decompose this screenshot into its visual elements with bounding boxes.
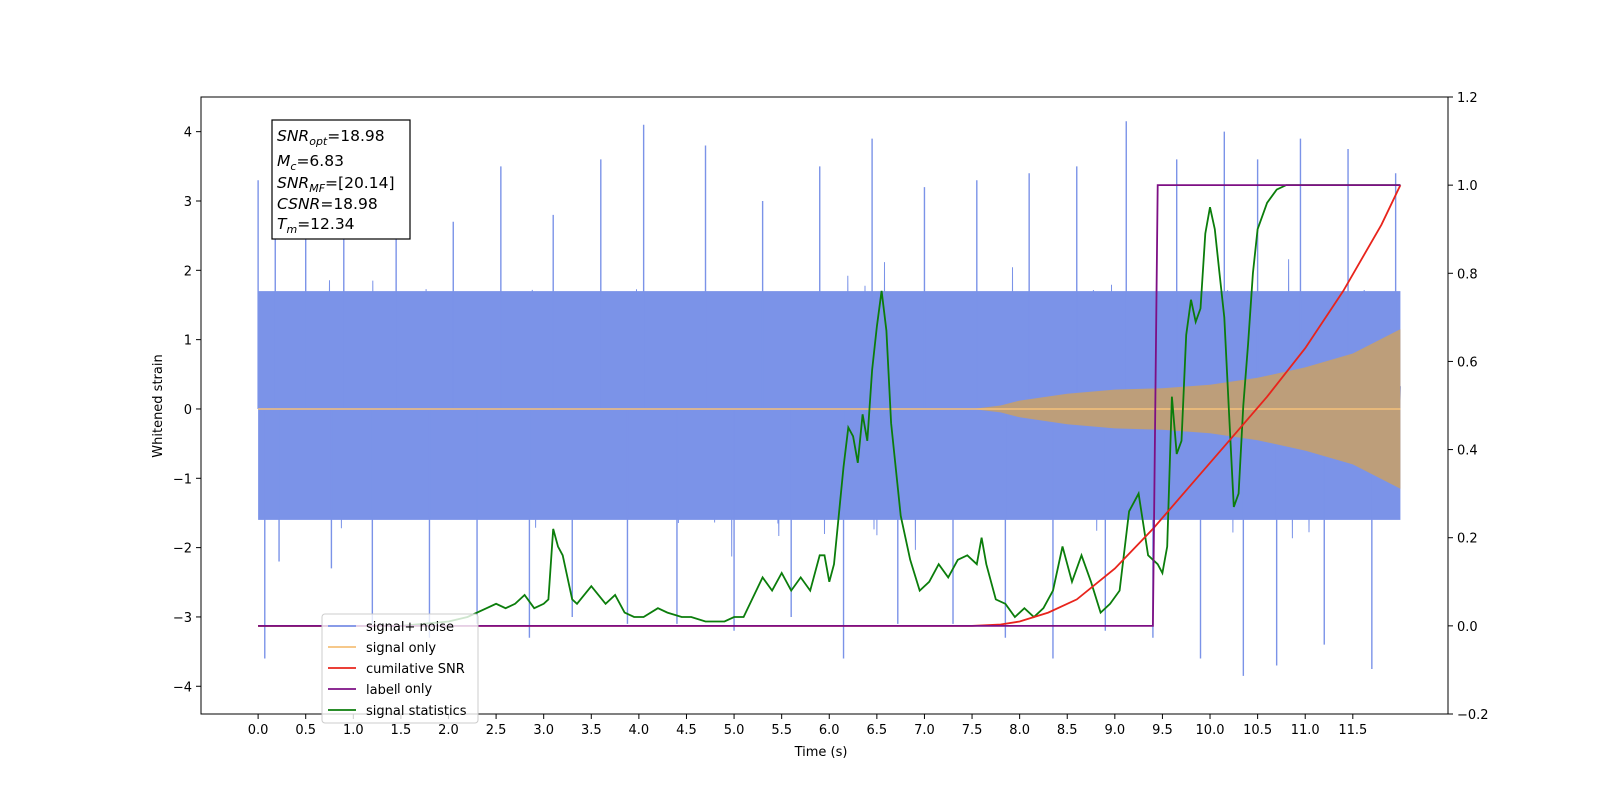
y2-tick-label: 0.0 (1457, 620, 1478, 635)
legend-underlying-label-only: l only (397, 682, 433, 697)
y2-tick-label: −0.2 (1457, 708, 1489, 723)
x-tick-label: 8.0 (1009, 723, 1030, 738)
legend-label-signal-only: signal only (366, 641, 436, 656)
y-tick-label: 4 (184, 126, 192, 141)
x-tick-label: 11.0 (1291, 723, 1320, 738)
legend-label-signal-noise: signal+ noise (366, 620, 454, 635)
legend: l only signal+ noise signal only cumilat… (321, 613, 479, 724)
y2-tick-label: 0.4 (1457, 444, 1478, 459)
x-axis-ticks: 0.0 0.5 1.0 1.5 2.0 2.5 3.0 3.5 4.0 4.5 5.0 5.5 6.0 6… (248, 714, 1367, 738)
y-tick-label: 1 (184, 334, 192, 349)
x-tick-label: 7.5 (962, 723, 983, 738)
axes-frame (200, 96, 1449, 715)
y-tick-label: −4 (173, 680, 192, 695)
x-tick-label: 3.5 (581, 723, 602, 738)
series-label (258, 184, 1401, 627)
y-tick-label: 0 (184, 403, 192, 418)
x-tick-label: 10.5 (1243, 723, 1272, 738)
x-tick-label: 5.0 (724, 723, 745, 738)
x-tick-label: 10.0 (1196, 723, 1225, 738)
x-tick-label: 1.0 (343, 723, 364, 738)
x-tick-label: 0.5 (295, 723, 316, 738)
y-axis-label: Whitened strain (151, 354, 166, 457)
y2-tick-label: 1.0 (1457, 179, 1478, 194)
stats-snr-opt: SNRopt=18.98 (277, 127, 385, 148)
stats-mc: Mc=6.83 (277, 152, 344, 173)
legend-frame (321, 613, 479, 724)
stats-snr-mf: SNRMF=[20.14] (277, 174, 395, 195)
y-tick-label: 2 (184, 264, 192, 279)
y2-tick-label: 0.6 (1457, 355, 1478, 370)
x-tick-label: 0.0 (248, 723, 269, 738)
y-tick-label: −1 (173, 472, 192, 487)
x-tick-label: 8.5 (1057, 723, 1078, 738)
x-tick-label: 11.5 (1338, 723, 1367, 738)
right-axis-ticks: 1.2 1.0 0.8 0.6 0.4 0.2 0.0 −0.2 (1448, 91, 1489, 723)
stats-box-frame (271, 119, 411, 240)
x-tick-label: 6.0 (819, 723, 840, 738)
x-tick-label: 4.5 (676, 723, 697, 738)
x-tick-label: 7.0 (914, 723, 935, 738)
legend-label-signal-statistics: signal statistics (366, 704, 467, 719)
x-tick-label: 6.5 (867, 723, 888, 738)
stats-csnr: CSNR=18.98 (277, 195, 378, 213)
series-cumulative-snr (258, 184, 1402, 627)
x-tick-label: 9.5 (1152, 723, 1173, 738)
y2-tick-label: 1.2 (1457, 91, 1478, 106)
y-tick-label: 3 (184, 195, 192, 210)
x-tick-label: 2.0 (438, 723, 459, 738)
x-tick-label: 9.0 (1104, 723, 1125, 738)
legend-label-cumulative-snr: cumilative SNR (366, 662, 465, 677)
x-tick-label: 5.5 (771, 723, 792, 738)
x-tick-label: 4.0 (629, 723, 650, 738)
stats-box: SNRopt=18.98 Mc=6.83 SNRMF=[20.14] CSNR=… (271, 119, 411, 240)
series-signal-statistics (258, 184, 1401, 627)
stats-tm: Tm=12.34 (277, 215, 355, 236)
x-tick-label: 1.5 (391, 723, 412, 738)
y2-tick-label: 0.2 (1457, 532, 1478, 547)
y-axis-ticks: 4 3 2 1 0 −1 −2 −3 −4 (173, 126, 201, 695)
x-tick-label: 3.0 (533, 723, 554, 738)
y2-tick-label: 0.8 (1457, 267, 1478, 282)
legend-label-label: label (366, 683, 397, 698)
y-tick-label: −3 (173, 611, 192, 626)
y-tick-label: −2 (173, 542, 192, 557)
data-layer (257, 121, 1402, 676)
x-axis-label: Time (s) (794, 745, 848, 760)
x-tick-label: 2.5 (486, 723, 507, 738)
